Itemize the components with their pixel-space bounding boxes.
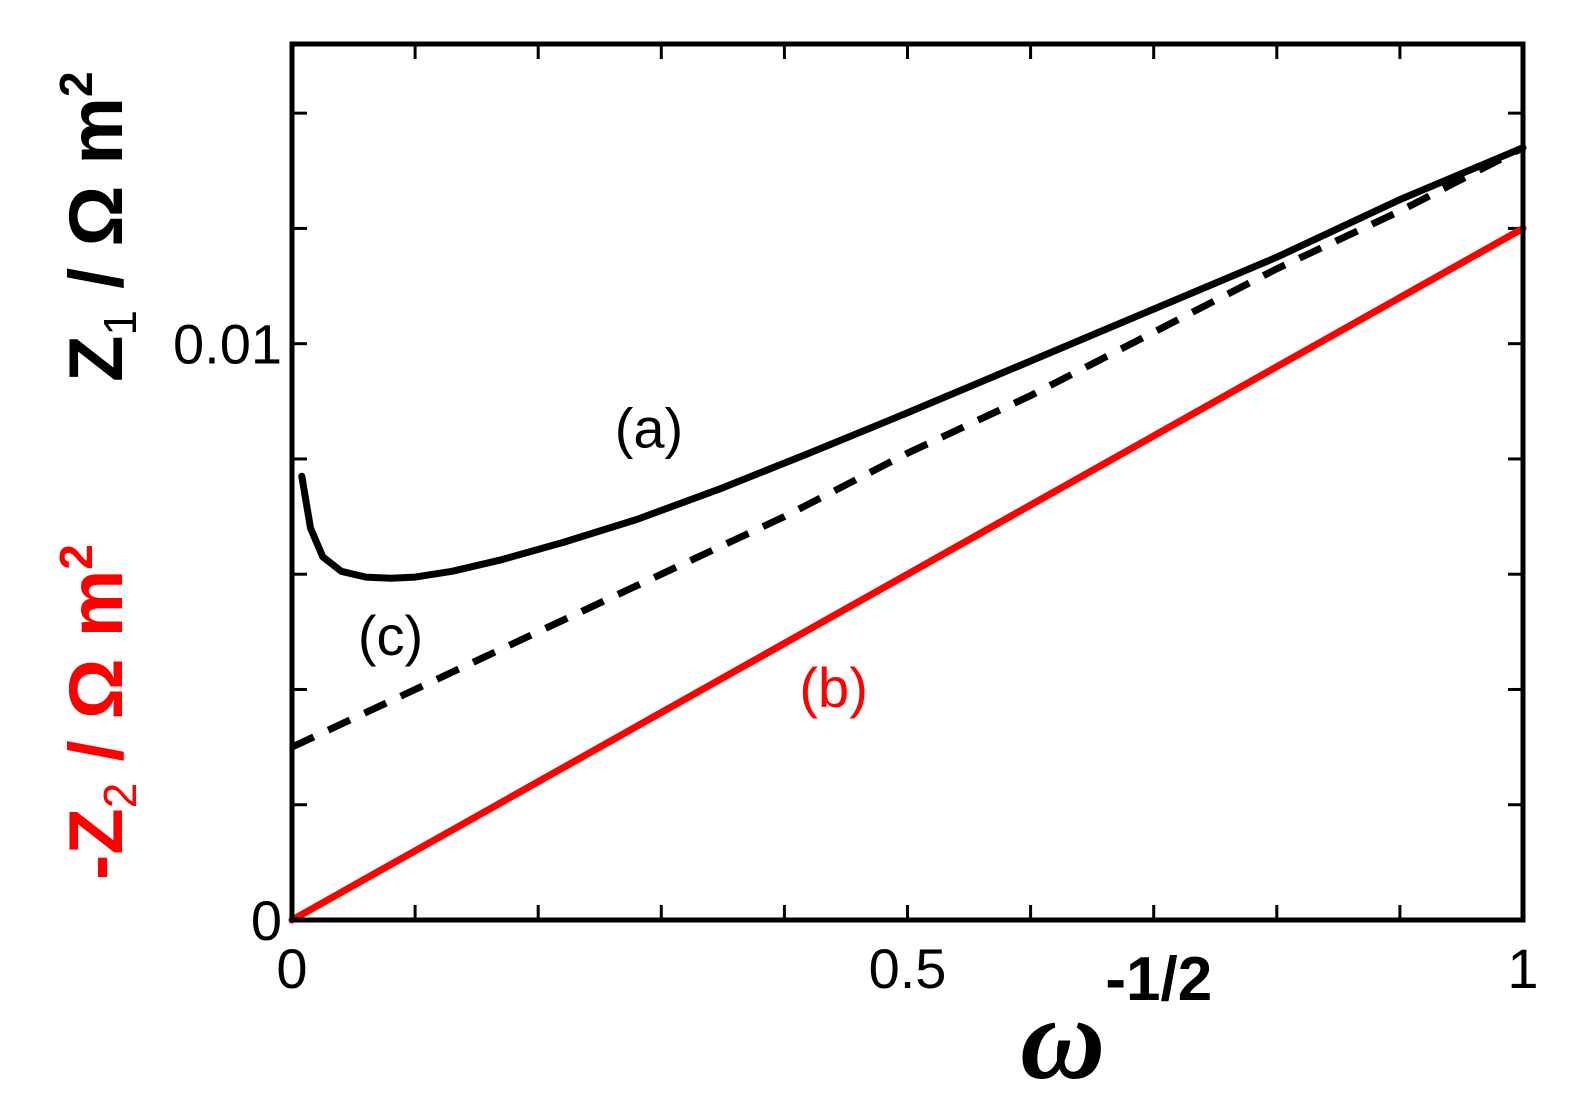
series-label-1: (a) [615,396,683,459]
series-line-1 [298,144,1527,582]
y-axis-title-black: Z1 / Ω m2 [50,71,146,382]
series-label-2: (b) [799,656,867,719]
x-axis-title-base: ω [1020,973,1105,1098]
tick-labels: 0 0.5 1 0 0.01 [173,313,1539,1000]
y-axis-title-black-unit: / Ω m [54,97,139,310]
series-line-2 [288,224,1527,924]
x-tick-label: 0.5 [869,937,947,1000]
series-layer [288,144,1527,924]
y-axis-title-red-prefix: -Z [54,808,139,880]
y-axis-title-red-unit: / Ω m [54,570,139,783]
series-label-3: (c) [358,604,423,667]
x-axis-title-sup: -1/2 [1105,945,1212,1014]
y-tick-label: 0 [251,889,282,952]
x-tick-label: 0 [276,937,307,1000]
y-axis-title-red-sub: 2 [94,783,146,809]
y-axis-title-red: -Z2 / Ω m2 [50,544,146,880]
y-tick-label: 0.01 [173,313,282,376]
x-tick-label: 1 [1507,937,1538,1000]
y-axis-title-black-sup: 2 [50,71,102,97]
plot-frame [289,41,1526,923]
ticks [290,44,1525,922]
series-labels: (a) (b) (c) [358,396,868,718]
y-axis-title-black-sub: 1 [94,310,146,336]
y-axis-title-red-sup: 2 [50,544,102,570]
series-line-3 [290,144,1525,751]
x-axis-title: ω-1/2 [1020,945,1212,1098]
y-axis-title-black-prefix: Z [54,336,139,382]
